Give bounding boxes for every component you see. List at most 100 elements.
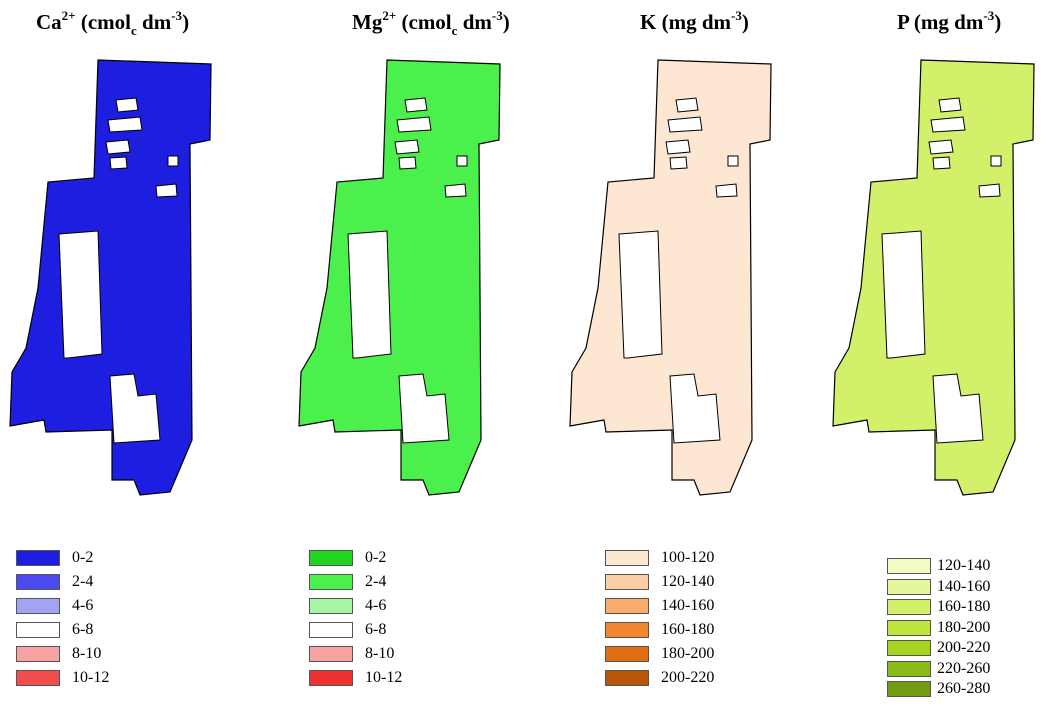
k-legend-label: 100-120 xyxy=(661,549,715,566)
ca-building-1 xyxy=(109,373,161,444)
ca-legend-label: 6-8 xyxy=(72,621,94,638)
ca-legend-label: 8-10 xyxy=(72,645,102,662)
ca-legend-swatch xyxy=(16,598,60,614)
k-legend-item: 120-140 xyxy=(605,572,805,592)
k-legend-item: 160-180 xyxy=(605,620,805,640)
ca-building-2 xyxy=(115,97,139,113)
p-legend-label: 120-140 xyxy=(937,557,991,574)
p-map-title: P (mg dm-3) xyxy=(897,8,1002,34)
ca-building-4 xyxy=(105,139,131,155)
k-legend-swatch xyxy=(605,622,649,638)
mg-building-2 xyxy=(404,97,428,113)
k-map-title: K (mg dm-3) xyxy=(640,8,749,34)
k-legend-swatch xyxy=(605,670,649,686)
mg-legend-swatch xyxy=(309,670,353,686)
ca-legend-swatch xyxy=(16,574,60,590)
p-legend-label: 140-160 xyxy=(937,577,991,595)
ca-legend-swatch xyxy=(16,622,60,638)
p-legend-swatch xyxy=(887,619,931,636)
k-legend-item: 180-200 xyxy=(605,644,805,664)
p-building-0 xyxy=(881,230,926,359)
p-boundary xyxy=(832,59,1035,496)
ca-building-5 xyxy=(109,156,128,170)
k-building-2 xyxy=(675,97,699,113)
k-boundary xyxy=(569,59,772,496)
ca-map-title: Ca2+ (cmolc dm-3) xyxy=(36,8,190,38)
k-legend-item: 200-220 xyxy=(605,668,805,688)
p-legend-swatch xyxy=(887,599,931,615)
mg-legend-label: 2-4 xyxy=(365,573,387,590)
ca-legend-swatch xyxy=(16,646,60,662)
p-legend-label: 220-260 xyxy=(937,659,991,677)
mg-legend-swatch xyxy=(309,622,353,638)
mg-legend-item: 8-10 xyxy=(309,644,509,664)
mg-legend-swatch xyxy=(309,574,353,590)
p-building-2 xyxy=(938,97,962,113)
ca-legend-label: 4-6 xyxy=(72,597,94,614)
p-building-1 xyxy=(932,373,984,444)
ca-legend-swatch xyxy=(16,550,60,566)
mg-legend-swatch xyxy=(309,598,353,614)
k-legend-swatch xyxy=(605,598,649,614)
k-legend-label: 180-200 xyxy=(661,645,715,662)
ca-legend-item: 0-2 xyxy=(16,548,216,568)
ca-boundary xyxy=(9,59,212,496)
ca-legend-label: 2-4 xyxy=(72,573,94,590)
mg-legend-item: 4-6 xyxy=(309,596,509,616)
k-building-1 xyxy=(669,373,721,444)
p-legend-item: 260-280 xyxy=(887,679,1056,699)
k-legend-label: 140-160 xyxy=(661,597,715,614)
k-building-7 xyxy=(715,183,738,198)
p-legend-item: 160-180 xyxy=(887,597,1056,617)
mg-building-4 xyxy=(394,139,420,155)
k-building-6 xyxy=(727,155,739,167)
p-legend: 120-140 140-160 160-180 180-200 200-220 220-2… xyxy=(887,556,1056,706)
k-legend-item: 140-160 xyxy=(605,596,805,616)
ca-distribution-map xyxy=(9,59,212,496)
k-legend: 100-120 120-140 140-160 160-180 180-200 200-2… xyxy=(605,548,805,698)
ca-legend-item: 4-6 xyxy=(16,596,216,616)
k-legend-item: 100-120 xyxy=(605,548,805,568)
ca-legend-item: 8-10 xyxy=(16,644,216,664)
ca-building-0 xyxy=(58,230,103,359)
p-distribution-map xyxy=(832,59,1035,496)
p-legend-label: 160-180 xyxy=(937,598,991,615)
mg-building-7 xyxy=(444,183,467,198)
ca-legend-item: 2-4 xyxy=(16,572,216,592)
k-building-4 xyxy=(665,139,691,155)
p-legend-item: 220-260 xyxy=(887,659,1056,679)
k-legend-swatch xyxy=(605,646,649,662)
p-building-5 xyxy=(932,156,951,170)
mg-legend-label: 6-8 xyxy=(365,621,387,638)
ca-legend-item: 10-12 xyxy=(16,668,216,688)
ca-legend-swatch xyxy=(16,670,60,686)
mg-legend-item: 0-2 xyxy=(309,548,509,568)
k-legend-label: 200-220 xyxy=(661,669,715,686)
mg-legend-label: 10-12 xyxy=(365,669,403,686)
mg-building-6 xyxy=(456,155,468,167)
k-legend-label: 120-140 xyxy=(661,573,715,590)
mg-building-1 xyxy=(398,373,450,444)
ca-legend-label: 10-12 xyxy=(72,669,110,686)
p-legend-label: 260-280 xyxy=(937,680,991,697)
p-legend-swatch xyxy=(887,640,931,656)
mg-building-3 xyxy=(396,116,432,133)
mg-building-0 xyxy=(347,230,392,359)
mg-legend: 0-2 2-4 4-6 6-8 8-10 10-12 xyxy=(309,548,509,698)
p-legend-swatch xyxy=(887,558,931,574)
p-legend-swatch xyxy=(887,660,931,677)
p-building-4 xyxy=(928,139,954,155)
p-legend-item: 200-220 xyxy=(887,638,1056,658)
ca-legend-item: 6-8 xyxy=(16,620,216,640)
mg-legend-label: 4-6 xyxy=(365,597,387,614)
k-building-0 xyxy=(618,230,663,359)
p-building-3 xyxy=(930,116,966,133)
p-legend-label: 180-200 xyxy=(937,618,991,636)
k-legend-swatch xyxy=(605,574,649,590)
k-building-3 xyxy=(667,116,703,133)
mg-boundary xyxy=(298,59,501,496)
p-legend-item: 180-200 xyxy=(887,618,1056,638)
mg-legend-item: 2-4 xyxy=(309,572,509,592)
mg-legend-label: 8-10 xyxy=(365,645,395,662)
mg-legend-item: 10-12 xyxy=(309,668,509,688)
